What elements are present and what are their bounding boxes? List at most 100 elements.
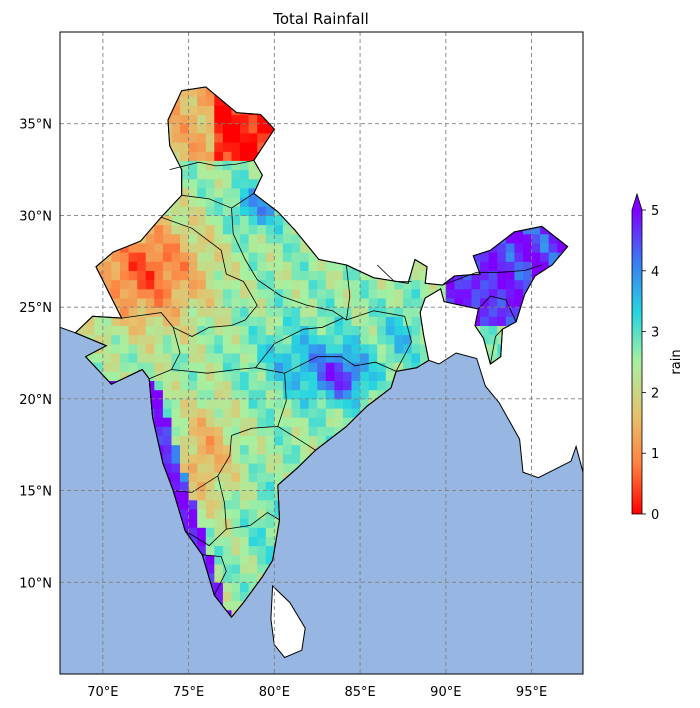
rainfall-cell (291, 398, 301, 409)
rainfall-cell (231, 279, 241, 290)
rainfall-cell (94, 353, 104, 363)
rainfall-cell (282, 408, 292, 418)
rainfall-cell (145, 334, 155, 345)
rainfall-cell (197, 490, 207, 501)
rainfall-cell (137, 242, 147, 253)
rainfall-cell (274, 270, 284, 281)
rainfall-cell (231, 417, 241, 427)
rainfall-cell (197, 178, 207, 189)
rainfall-cell (248, 490, 258, 501)
rainfall-cell (231, 408, 241, 418)
rainfall-cell (197, 463, 207, 473)
rainfall-cell (342, 325, 352, 336)
rainfall-cell (137, 261, 147, 271)
rainfall-cell (222, 114, 232, 125)
rainfall-cell (351, 408, 361, 418)
rainfall-cell (214, 316, 224, 326)
rainfall-cell (248, 160, 258, 171)
rainfall-cell (231, 298, 241, 308)
rainfall-cell (325, 261, 335, 271)
colorbar-extend-arrow (632, 194, 642, 210)
rainfall-cell (368, 362, 378, 372)
rainfall-cell (222, 334, 232, 345)
rainfall-cell (240, 298, 250, 308)
rainfall-cell (282, 261, 292, 271)
rainfall-cell (445, 279, 455, 290)
rainfall-cell (411, 288, 421, 299)
rainfall-cell (214, 224, 224, 235)
rainfall-cell (351, 298, 361, 308)
rainfall-cell (291, 242, 301, 253)
rainfall-cell (214, 114, 224, 125)
rainfall-cell (548, 242, 558, 253)
rainfall-cell (180, 444, 190, 455)
rainfall-cell (240, 371, 250, 381)
rainfall-cell (128, 307, 138, 317)
rainfall-cell (317, 362, 327, 372)
rainfall-cell (128, 261, 138, 271)
rainfall-cell (248, 481, 258, 492)
rainfall-cell (471, 270, 481, 281)
rainfall-cell (325, 398, 335, 409)
rainfall-cell (360, 307, 370, 317)
rainfall-cell (111, 362, 121, 372)
rainfall-cell (222, 508, 232, 519)
rainfall-cell (197, 426, 207, 437)
rainfall-cell (231, 389, 241, 400)
y-tick-label: 10°N (19, 576, 52, 591)
rainfall-cell (214, 325, 224, 336)
rainfall-cell (162, 463, 172, 473)
rainfall-cell (231, 591, 241, 602)
rainfall-cell (102, 334, 112, 345)
rainfall-cell (334, 426, 344, 437)
rainfall-cell (231, 151, 241, 161)
rainfall-cell (205, 444, 215, 455)
rainfall-cell (265, 279, 275, 290)
rainfall-cell (214, 371, 224, 381)
rainfall-cell (222, 408, 232, 418)
rainfall-cell (300, 435, 310, 446)
rainfall-cell (162, 215, 172, 226)
rainfall-cell (171, 215, 181, 226)
rainfall-cell (197, 508, 207, 519)
rainfall-cell (282, 371, 292, 381)
rainfall-cell (300, 353, 310, 363)
rainfall-cell (145, 252, 155, 262)
rainfall-cell (282, 224, 292, 235)
rainfall-cell (205, 408, 215, 418)
rainfall-cell (222, 288, 232, 299)
rainfall-cell (325, 270, 335, 281)
rainfall-cell (265, 554, 275, 565)
rainfall-cell (248, 233, 258, 244)
rainfall-cell (162, 224, 172, 235)
rainfall-cell (214, 334, 224, 345)
rainfall-cell (257, 307, 267, 317)
rainfall-cell (162, 252, 172, 262)
rainfall-cell (257, 472, 267, 482)
rainfall-cell (145, 307, 155, 317)
rainfall-cell (197, 298, 207, 308)
rainfall-cell (385, 298, 395, 308)
rainfall-cell (514, 233, 524, 244)
rainfall-cell (317, 343, 327, 354)
rainfall-cell (231, 261, 241, 271)
rainfall-cell (205, 463, 215, 473)
rainfall-cell (265, 242, 275, 253)
rainfall-cell (291, 316, 301, 326)
rainfall-cell (205, 270, 215, 281)
rainfall-cell (308, 279, 318, 290)
rainfall-cell (257, 288, 267, 299)
rainfall-cell (214, 426, 224, 437)
rainfall-cell (248, 261, 258, 271)
rainfall-cell (248, 444, 258, 455)
rainfall-cell (351, 288, 361, 299)
rainfall-cell (317, 279, 327, 290)
rainfall-cell (488, 334, 498, 345)
rainfall-cell (197, 252, 207, 262)
rainfall-cell (154, 398, 164, 409)
rainfall-cell (240, 197, 250, 207)
rainfall-cell (240, 187, 250, 198)
rainfall-cell (351, 362, 361, 372)
rainfall-cell (240, 398, 250, 409)
rainfall-cell (523, 261, 533, 271)
